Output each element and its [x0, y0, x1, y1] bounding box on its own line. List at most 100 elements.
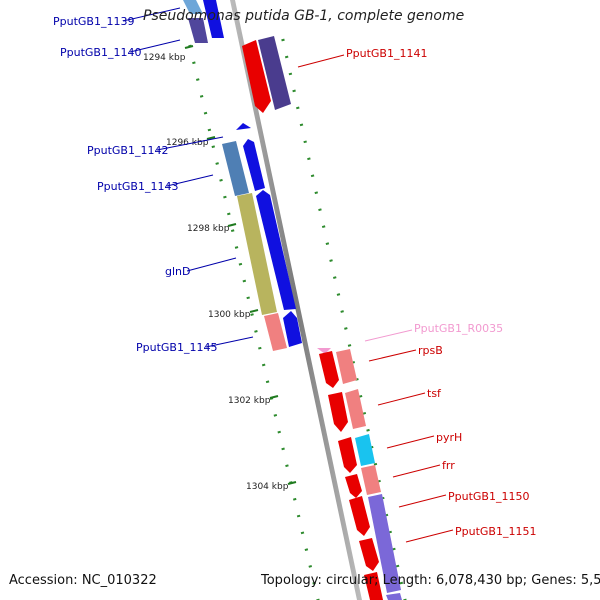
track-tick — [395, 564, 400, 568]
track-tick — [314, 191, 319, 195]
track-tick — [300, 531, 305, 535]
track-tick — [347, 344, 352, 347]
track-tick — [304, 548, 309, 552]
gene-label[interactable]: PputGB1_1142 — [87, 144, 168, 157]
feature-1141-purple[interactable] — [258, 36, 291, 110]
feature-1142b[interactable] — [243, 139, 265, 191]
track-tick — [227, 212, 231, 216]
track-tick — [284, 55, 289, 59]
gene-label[interactable]: glnD — [165, 265, 190, 278]
feature-R0035[interactable] — [317, 348, 331, 354]
feature-1150-red[interactable] — [349, 496, 370, 536]
gene-label[interactable]: PputGB1_1143 — [97, 180, 178, 193]
track-tick — [246, 296, 250, 300]
track-tick — [329, 259, 333, 262]
kbp-label: 1302 kbp — [228, 396, 271, 406]
feature-1139[interactable] — [183, 0, 203, 14]
feature-bottom-red[interactable] — [364, 572, 383, 600]
gene-label[interactable]: pyrH — [436, 431, 462, 444]
gene-label[interactable]: PputGB1_R0035 — [414, 322, 503, 335]
feature-pyrH-red[interactable] — [338, 437, 357, 473]
track-tick — [192, 61, 196, 65]
track-tick — [308, 565, 313, 568]
feature-tsf-red[interactable] — [328, 392, 348, 432]
track-tick — [344, 327, 348, 330]
feature-tsf[interactable] — [345, 389, 366, 429]
track-tick — [203, 111, 208, 115]
gene-label[interactable]: PputGB1_1139 — [53, 15, 134, 28]
track-tick — [238, 262, 243, 266]
track-tick — [215, 162, 219, 165]
feature-rpsB[interactable] — [336, 349, 357, 384]
feature-1151-red[interactable] — [359, 538, 379, 571]
feature-glnD-strand[interactable] — [256, 190, 296, 310]
feature-1142[interactable] — [236, 123, 251, 130]
genome-title: Pseudomonas putida GB-1, complete genome — [143, 8, 465, 24]
track-tick — [362, 411, 367, 415]
feature-1150[interactable] — [368, 494, 401, 593]
kbp-label: 1298 kbp — [187, 224, 230, 234]
track-tick — [258, 346, 262, 350]
kbp-axis: 1294 kbp 1296 kbp 1298 kbp 1300 kbp 1302… — [143, 45, 297, 492]
track-tick — [234, 246, 239, 249]
track-tick — [373, 462, 378, 466]
gene-label[interactable]: rpsB — [418, 344, 443, 357]
track-tick — [219, 178, 223, 182]
track-tick — [285, 464, 289, 468]
feature-1141-red[interactable] — [242, 40, 271, 113]
track-tick — [307, 157, 311, 161]
gene-features — [183, 0, 402, 600]
track-tick — [199, 94, 204, 98]
gene-label[interactable]: frr — [442, 459, 455, 472]
left-gene-labels: PputGB1_1139 PputGB1_1140 PputGB1_1142 P… — [53, 7, 254, 354]
genome-backbone — [230, 0, 362, 600]
track-tick — [332, 276, 337, 279]
gene-label[interactable]: PputGB1_1145 — [136, 341, 217, 354]
feature-1143[interactable] — [222, 141, 249, 196]
feature-pyrH[interactable] — [355, 434, 375, 466]
track-tick — [265, 380, 270, 384]
feature-1145-strand[interactable] — [283, 311, 302, 347]
track-tick — [195, 78, 200, 81]
gene-label[interactable]: tsf — [427, 387, 442, 400]
track-tick — [277, 430, 281, 434]
track-tick — [325, 242, 330, 246]
gene-label[interactable]: PputGB1_1140 — [60, 46, 141, 59]
feature-1140b[interactable] — [203, 0, 224, 38]
track-tick — [336, 293, 341, 296]
track-tick — [399, 581, 404, 585]
feature-1145[interactable] — [264, 313, 287, 351]
track-tick — [340, 310, 344, 313]
track-tick — [207, 128, 212, 132]
kbp-label: 1300 kbp — [208, 310, 251, 320]
track-tick — [292, 497, 297, 501]
gene-label[interactable]: PputGB1_1141 — [346, 47, 427, 60]
track-tick — [312, 581, 316, 585]
track-tick — [273, 413, 278, 417]
gene-label[interactable]: PputGB1_1150 — [448, 490, 529, 503]
track-tick — [299, 123, 304, 127]
feature-bottom-purple[interactable] — [386, 593, 402, 600]
track-tick — [296, 514, 301, 518]
feature-rpsB-red[interactable] — [319, 351, 339, 388]
track-tick — [296, 106, 300, 110]
track-tick — [211, 145, 216, 149]
feature-1140[interactable] — [188, 18, 208, 43]
feature-frr-red[interactable] — [345, 474, 362, 498]
track-tick — [242, 279, 247, 283]
track-tick — [321, 225, 326, 229]
topology-text: Topology: circular; Length: 6,078,430 bp… — [261, 573, 600, 588]
track-tick — [281, 447, 285, 451]
track-tick — [310, 174, 315, 178]
feature-glnD[interactable] — [237, 193, 277, 315]
track-tick — [318, 208, 322, 212]
gene-label[interactable]: PputGB1_1151 — [455, 525, 536, 538]
track-tick — [288, 72, 293, 76]
accession-text: Accession: NC_010322 — [9, 573, 157, 588]
track-tick — [261, 363, 266, 367]
feature-frr[interactable] — [361, 465, 381, 495]
right-gene-labels: PputGB1_1141 PputGB1_R0035 rpsB tsf pyrH… — [297, 47, 536, 543]
kbp-label: 1304 kbp — [246, 482, 289, 492]
track-tick — [250, 313, 254, 316]
